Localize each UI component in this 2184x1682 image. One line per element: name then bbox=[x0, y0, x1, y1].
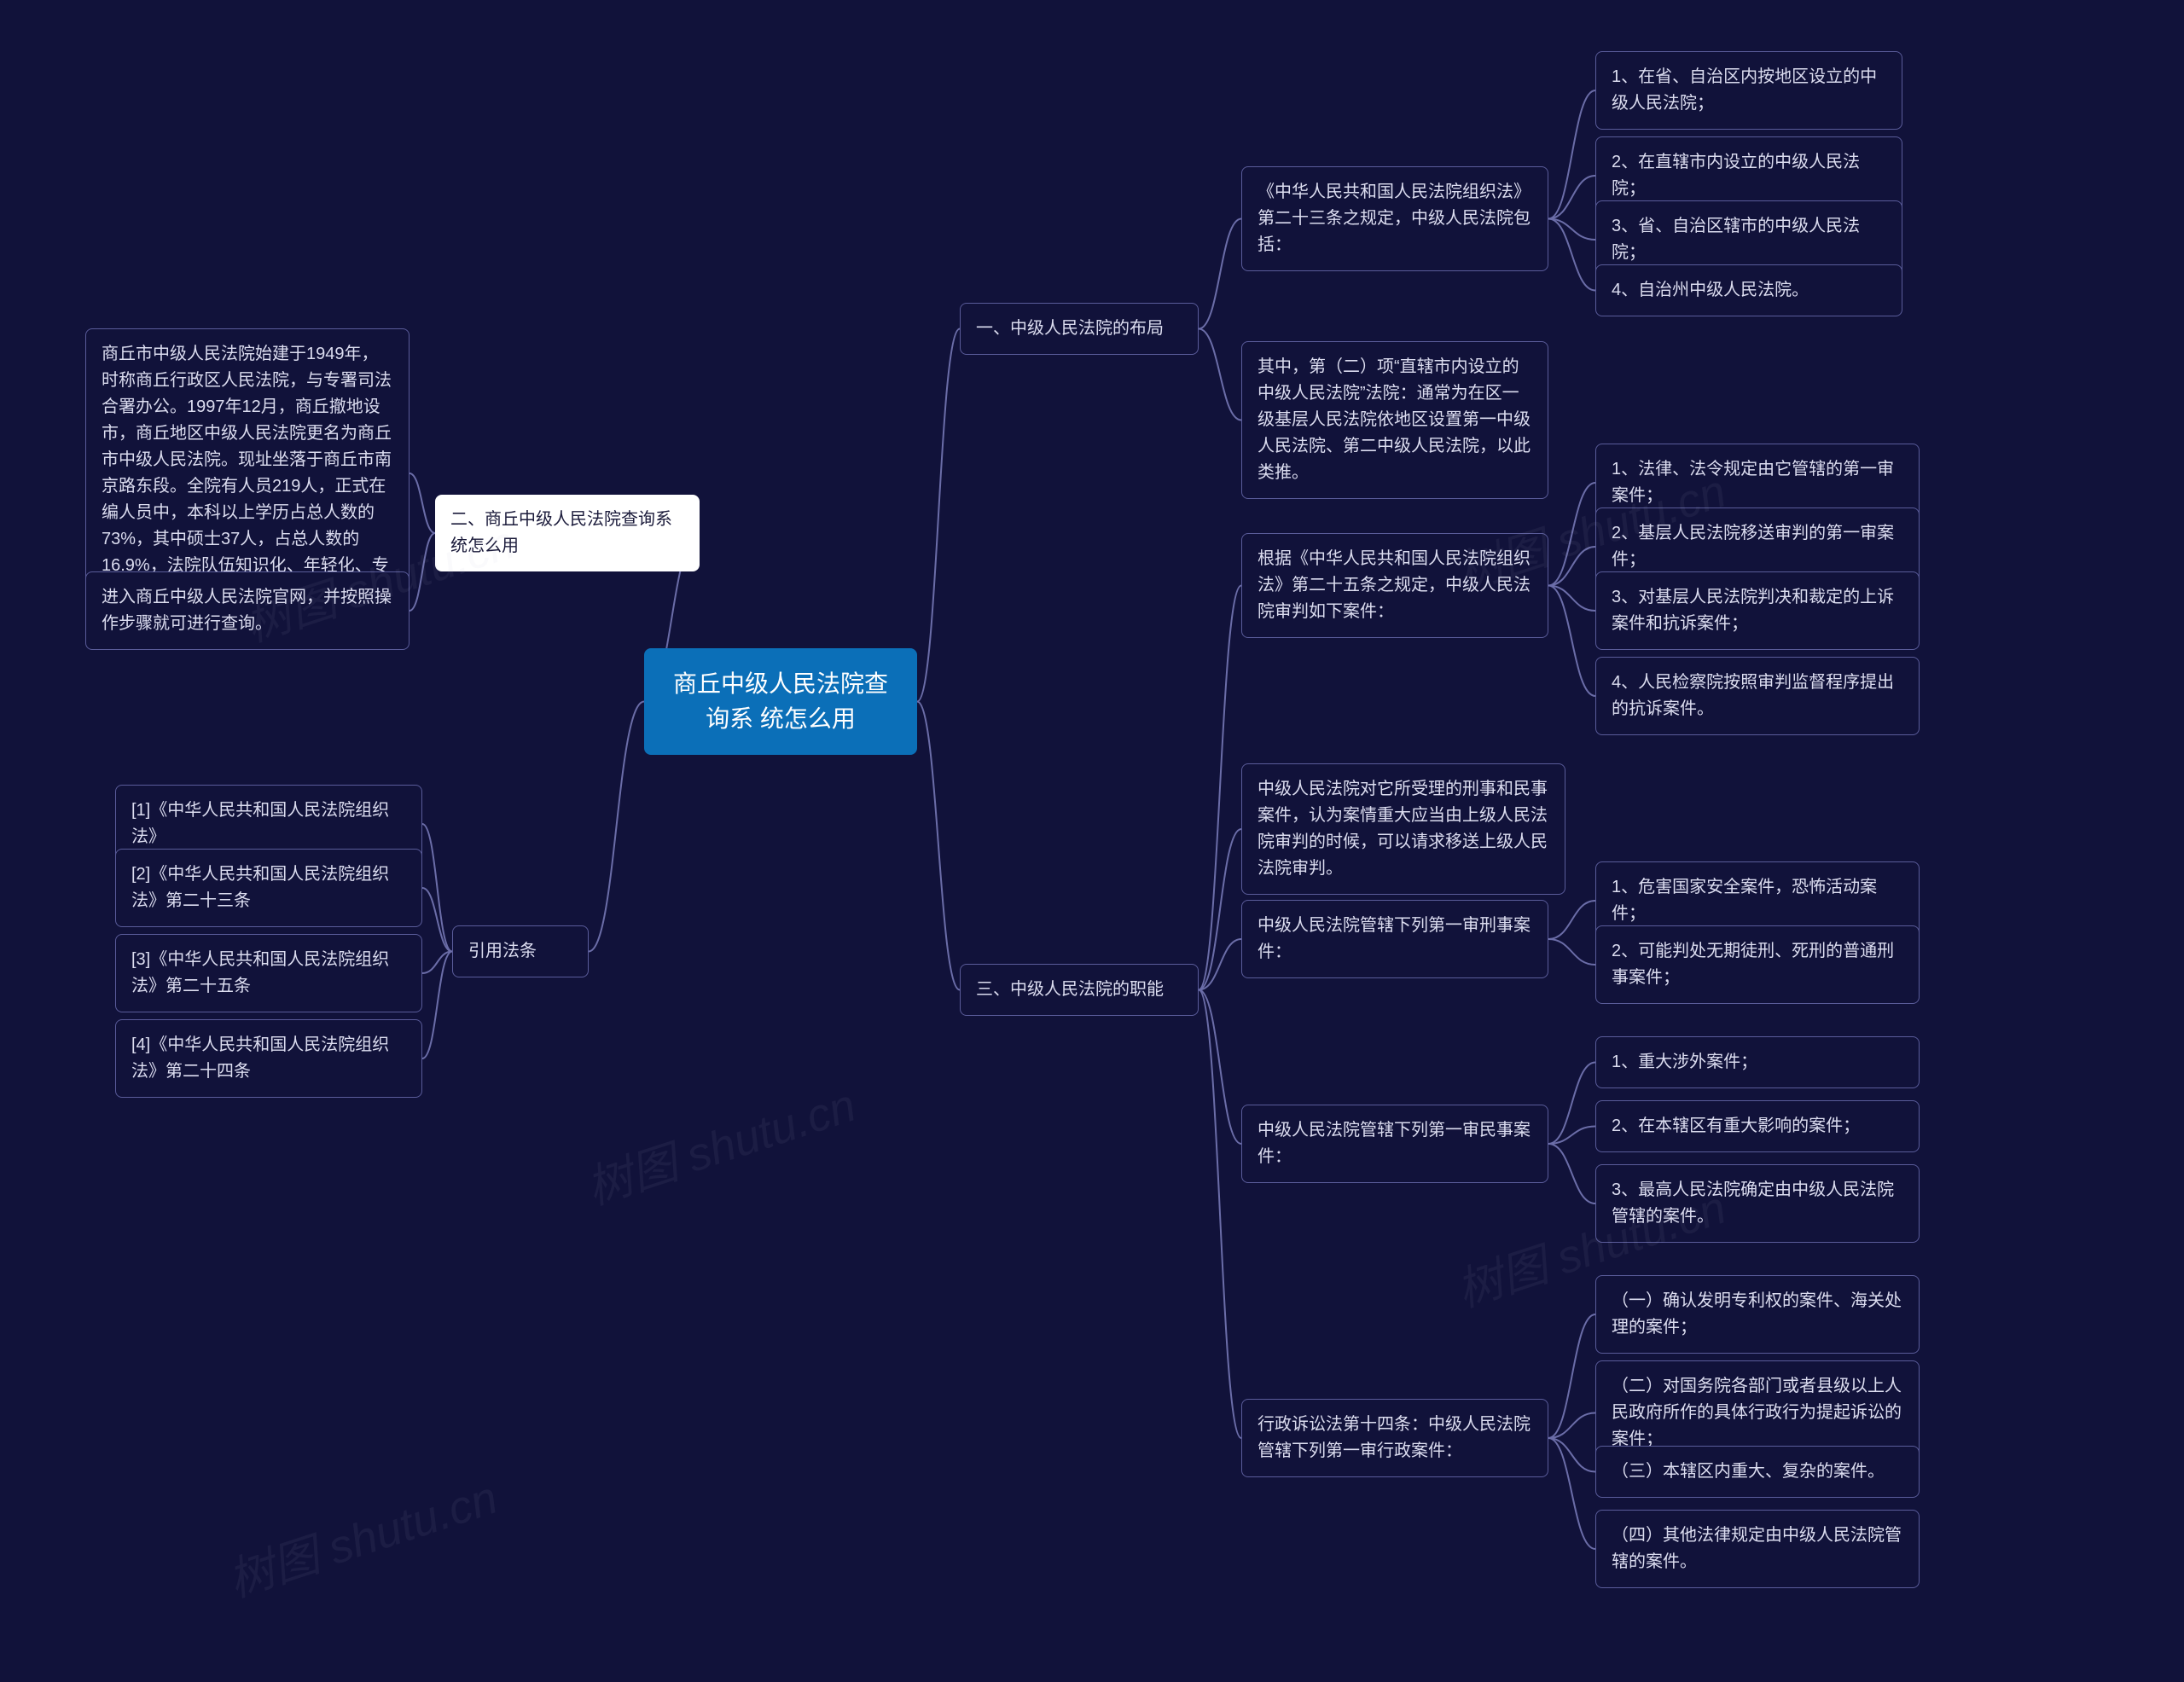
watermark: 树图 shutu.cn bbox=[218, 1459, 505, 1610]
branch-3-child-5[interactable]: 行政诉讼法第十四条：中级人民法院管辖下列第一审行政案件： bbox=[1241, 1399, 1548, 1477]
branch-3-child-5-leaf-3[interactable]: （三）本辖区内重大、复杂的案件。 bbox=[1595, 1446, 1920, 1498]
branch-1-child-2[interactable]: 其中，第（二）项“直辖市内设立的中级人民法院”法院：通常为在区一级基层人民法院依… bbox=[1241, 341, 1548, 499]
root-node[interactable]: 商丘中级人民法院查询系 统怎么用 bbox=[644, 648, 917, 755]
branch-4-leaf-4[interactable]: [4]《中华人民共和国人民法院组织法》第二十四条 bbox=[115, 1019, 422, 1098]
branch-3-child-5-leaf-1[interactable]: （一）确认发明专利权的案件、海关处理的案件； bbox=[1595, 1275, 1920, 1354]
branch-2[interactable]: 二、商丘中级人民法院查询系统怎么用 bbox=[435, 495, 700, 571]
branch-3-child-4-leaf-2[interactable]: 2、在本辖区有重大影响的案件； bbox=[1595, 1100, 1920, 1152]
branch-4[interactable]: 引用法条 bbox=[452, 925, 589, 977]
branch-3-child-1[interactable]: 根据《中华人民共和国人民法院组织法》第二十五条之规定，中级人民法院审判如下案件： bbox=[1241, 533, 1548, 638]
branch-3-child-3-leaf-2[interactable]: 2、可能判处无期徒刑、死刑的普通刑事案件； bbox=[1595, 925, 1920, 1004]
branch-1-child-1-leaf-1[interactable]: 1、在省、自治区内按地区设立的中级人民法院； bbox=[1595, 51, 1902, 130]
branch-3-child-2[interactable]: 中级人民法院对它所受理的刑事和民事案件，认为案情重大应当由上级人民法院审判的时候… bbox=[1241, 763, 1565, 895]
branch-1[interactable]: 一、中级人民法院的布局 bbox=[960, 303, 1199, 355]
branch-1-child-1[interactable]: 《中华人民共和国人民法院组织法》第二十三条之规定，中级人民法院包括： bbox=[1241, 166, 1548, 271]
branch-3-child-4-leaf-1[interactable]: 1、重大涉外案件； bbox=[1595, 1036, 1920, 1088]
branch-3[interactable]: 三、中级人民法院的职能 bbox=[960, 964, 1199, 1016]
branch-4-leaf-2[interactable]: [2]《中华人民共和国人民法院组织法》第二十三条 bbox=[115, 849, 422, 927]
branch-4-leaf-3[interactable]: [3]《中华人民共和国人民法院组织法》第二十五条 bbox=[115, 934, 422, 1012]
watermark: 树图 shutu.cn bbox=[577, 1067, 863, 1217]
branch-3-child-4[interactable]: 中级人民法院管辖下列第一审民事案件： bbox=[1241, 1105, 1548, 1183]
branch-3-child-4-leaf-3[interactable]: 3、最高人民法院确定由中级人民法院管辖的案件。 bbox=[1595, 1164, 1920, 1243]
branch-3-child-3[interactable]: 中级人民法院管辖下列第一审刑事案件： bbox=[1241, 900, 1548, 978]
mindmap-canvas: 商丘中级人民法院查询系 统怎么用 一、中级人民法院的布局 《中华人民共和国人民法… bbox=[0, 0, 2184, 1682]
branch-1-child-1-leaf-4[interactable]: 4、自治州中级人民法院。 bbox=[1595, 264, 1902, 316]
branch-3-child-1-leaf-3[interactable]: 3、对基层人民法院判决和裁定的上诉案件和抗诉案件； bbox=[1595, 571, 1920, 650]
branch-3-child-1-leaf-4[interactable]: 4、人民检察院按照审判监督程序提出的抗诉案件。 bbox=[1595, 657, 1920, 735]
branch-2-leaf-2[interactable]: 进入商丘中级人民法院官网，并按照操作步骤就可进行查询。 bbox=[85, 571, 410, 650]
branch-3-child-5-leaf-4[interactable]: （四）其他法律规定由中级人民法院管辖的案件。 bbox=[1595, 1510, 1920, 1588]
